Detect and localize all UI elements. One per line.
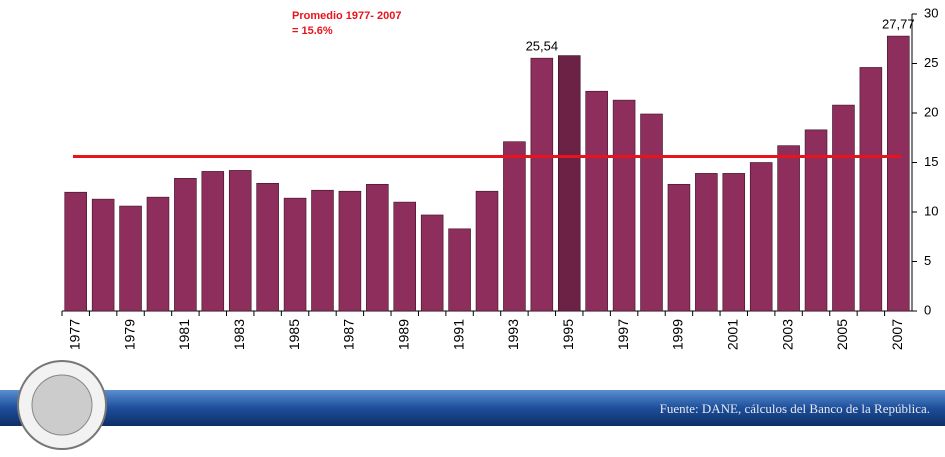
bar <box>585 90 608 312</box>
y-tick-label: 10 <box>924 203 938 218</box>
bar <box>503 141 526 312</box>
bar <box>366 183 389 312</box>
bar <box>91 198 115 312</box>
y-tick-label: 25 <box>924 55 938 70</box>
bar <box>612 99 636 312</box>
bar <box>557 55 581 312</box>
annotation: = 15.6% <box>292 25 333 37</box>
bar <box>201 171 225 312</box>
y-tick-label: 30 <box>924 5 938 20</box>
x-tick-label: 1989 <box>395 319 411 350</box>
x-tick-label: 2007 <box>889 319 905 350</box>
bar <box>146 196 170 312</box>
bar <box>338 190 362 312</box>
x-tick-label: 1997 <box>615 319 631 350</box>
bar <box>228 170 252 312</box>
bar <box>64 191 87 312</box>
data-label: 25,54 <box>526 39 559 54</box>
bar <box>777 145 800 312</box>
source: Fuente: DANE, cálculos del Banco de la R… <box>660 401 930 416</box>
annotation: Promedio 1977- 2007 <box>292 10 401 22</box>
x-tick-label: 2005 <box>834 319 850 350</box>
x-tick-label: 1981 <box>176 319 192 350</box>
bar <box>887 35 910 312</box>
bar <box>420 214 444 312</box>
bar <box>832 104 855 312</box>
y-tick-label: 0 <box>924 302 931 317</box>
x-tick-label: 1987 <box>341 319 357 350</box>
y-tick-label: 20 <box>924 104 938 119</box>
bar <box>119 205 142 312</box>
x-tick-label: 2001 <box>724 319 740 350</box>
bar <box>448 228 471 312</box>
bar <box>640 113 663 312</box>
y-tick-label: 15 <box>924 154 938 169</box>
bar <box>174 178 197 312</box>
bar <box>804 129 828 312</box>
x-tick-label: 1993 <box>505 319 521 350</box>
bar <box>393 201 417 312</box>
bar <box>311 189 334 312</box>
bar <box>667 183 691 312</box>
x-tick-label: 1995 <box>560 319 576 350</box>
bar <box>283 197 307 312</box>
x-tick-label: 1991 <box>450 319 466 350</box>
bar <box>722 173 746 312</box>
logo-inner <box>31 374 93 436</box>
bar <box>749 162 773 312</box>
bar <box>530 57 554 312</box>
bar <box>475 190 499 312</box>
data-label: 27,77 <box>882 17 915 32</box>
y-tick-label: 5 <box>924 253 931 268</box>
bar <box>859 67 883 312</box>
x-tick-label: 1985 <box>286 319 302 350</box>
x-tick-label: 1999 <box>670 319 686 350</box>
bar <box>695 173 718 312</box>
x-tick-label: 2003 <box>779 319 795 350</box>
footer-band <box>0 390 945 426</box>
x-tick-label: 1983 <box>231 319 247 350</box>
x-tick-label: 1977 <box>66 319 82 350</box>
x-tick-label: 1979 <box>121 319 137 350</box>
bar <box>256 182 279 312</box>
